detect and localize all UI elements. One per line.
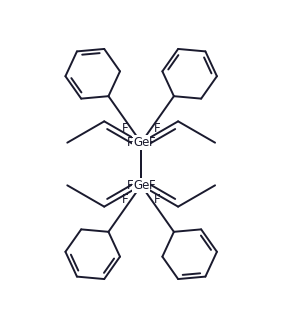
Text: F: F (122, 122, 129, 135)
Text: F: F (122, 193, 129, 206)
Text: F: F (127, 179, 134, 192)
Text: Ge: Ge (133, 136, 149, 149)
Text: F: F (127, 136, 134, 149)
Text: F: F (149, 179, 155, 192)
Text: F: F (154, 122, 160, 135)
Text: F: F (154, 193, 160, 206)
Text: Ge: Ge (133, 179, 149, 192)
Text: F: F (149, 136, 155, 149)
